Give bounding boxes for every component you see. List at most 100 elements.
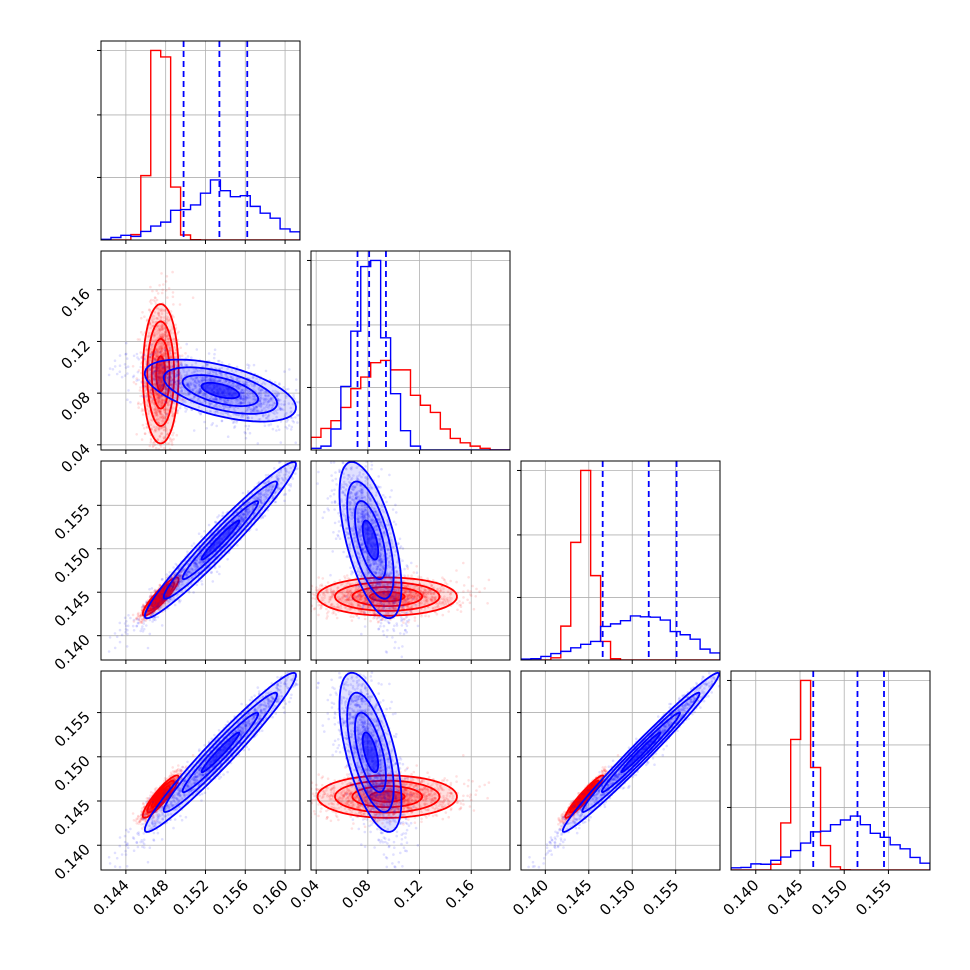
scatter-point xyxy=(162,335,165,338)
scatter-point xyxy=(224,373,227,376)
scatter-point xyxy=(147,334,150,338)
scatter-point xyxy=(226,382,229,386)
scatter-point xyxy=(216,379,220,383)
scatter-point xyxy=(151,400,155,404)
scatter-points xyxy=(93,461,299,654)
scatter-point xyxy=(214,371,217,375)
scatter-point xyxy=(197,532,201,535)
scatter-point xyxy=(93,651,96,654)
scatter-point xyxy=(231,378,235,381)
scatter-point xyxy=(151,397,155,401)
scatter-point xyxy=(242,388,245,392)
scatter-point xyxy=(152,444,155,448)
scatter-point xyxy=(162,354,165,358)
scatter-point xyxy=(156,414,159,418)
scatter-point xyxy=(180,360,183,364)
scatter-point xyxy=(146,402,149,405)
scatter-point xyxy=(142,358,146,361)
scatter-point xyxy=(123,622,127,625)
scatter-point xyxy=(253,407,256,411)
scatter-point xyxy=(154,428,157,432)
scatter-point xyxy=(194,361,198,365)
scatter-point xyxy=(155,317,158,320)
scatter-point xyxy=(287,424,291,427)
scatter-point xyxy=(282,493,286,497)
scatter-point xyxy=(172,431,175,435)
scatter-point xyxy=(132,374,136,378)
scatter-point xyxy=(164,427,168,430)
scatter-point xyxy=(160,325,163,329)
scatter-point xyxy=(326,404,329,407)
scatter-point xyxy=(205,375,208,379)
scatter-point xyxy=(162,353,166,356)
scatter-point xyxy=(160,341,163,345)
scatter-point xyxy=(144,384,147,388)
scatter-point xyxy=(152,342,155,346)
scatter-point xyxy=(166,337,170,341)
scatter-point xyxy=(164,401,167,405)
scatter-point xyxy=(159,410,162,414)
scatter-point xyxy=(212,370,215,374)
scatter-point xyxy=(245,395,248,399)
scatter-point xyxy=(242,399,245,402)
scatter-point xyxy=(149,423,153,427)
scatter-point xyxy=(195,390,198,394)
scatter-point xyxy=(273,467,276,470)
scatter-point xyxy=(235,421,238,424)
scatter-point xyxy=(158,327,161,331)
scatter-point xyxy=(153,407,157,411)
scatter-point xyxy=(158,346,161,349)
scatter-point xyxy=(131,375,135,379)
scatter-point xyxy=(170,411,174,414)
scatter-point xyxy=(149,395,152,399)
scatter-point xyxy=(164,309,167,312)
scatter-point xyxy=(155,409,158,413)
scatter-point xyxy=(158,412,162,416)
scatter-point xyxy=(253,395,257,398)
scatter-point xyxy=(152,454,155,457)
scatter-point xyxy=(159,353,163,356)
scatter-point xyxy=(124,353,127,356)
scatter-point xyxy=(246,396,249,400)
scatter-point xyxy=(163,351,166,355)
scatter-point xyxy=(162,453,165,456)
scatter-point xyxy=(124,630,127,634)
scatter-point xyxy=(166,378,170,382)
scatter-point xyxy=(242,391,245,395)
scatter-point xyxy=(202,365,205,368)
scatter-point xyxy=(215,410,218,413)
scatter-point xyxy=(181,401,185,404)
scatter-point xyxy=(152,366,156,370)
scatter-point xyxy=(228,363,231,366)
scatter-point xyxy=(288,489,291,492)
scatter-point xyxy=(167,337,170,341)
scatter-point xyxy=(165,407,168,411)
scatter-point xyxy=(193,378,197,381)
scatter-point xyxy=(165,412,168,416)
scatter-point xyxy=(209,378,213,382)
scatter-point xyxy=(160,291,164,295)
scatter-point xyxy=(151,441,155,445)
scatter-point xyxy=(159,410,162,413)
scatter-point xyxy=(209,401,213,405)
scatter-point xyxy=(164,334,168,338)
scatter-point xyxy=(152,408,156,412)
scatter-point xyxy=(143,385,147,388)
scatter-point xyxy=(164,336,168,339)
scatter-point xyxy=(171,327,174,331)
scatter-point xyxy=(150,400,154,403)
scatter-point xyxy=(164,331,168,334)
scatter-point xyxy=(163,348,167,352)
scatter-point xyxy=(165,275,169,278)
scatter-point xyxy=(218,379,222,383)
scatter-point xyxy=(169,393,173,397)
scatter-point xyxy=(163,416,166,419)
scatter-point xyxy=(107,373,111,377)
scatter-point xyxy=(163,446,166,450)
scatter-point xyxy=(268,399,272,403)
scatter-point xyxy=(154,393,158,397)
scatter-point xyxy=(144,382,148,386)
scatter-point xyxy=(172,337,175,341)
scatter-point xyxy=(173,396,177,400)
scatter-point xyxy=(167,287,171,290)
